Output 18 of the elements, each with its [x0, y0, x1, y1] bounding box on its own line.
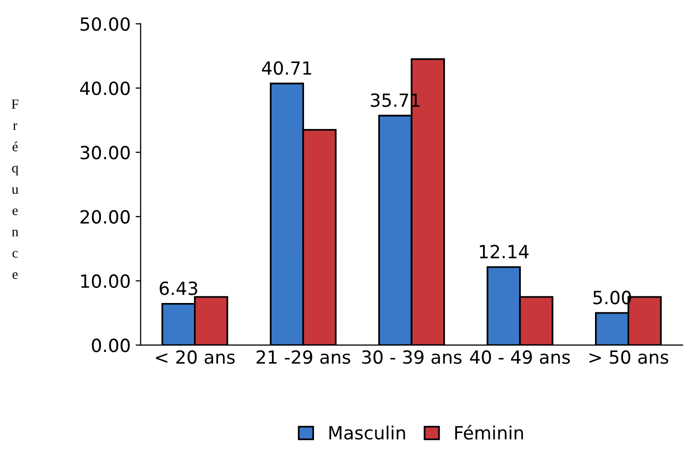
y-tick-label: 40.00: [80, 82, 130, 96]
x-tick-label: 40 - 49 ans: [470, 350, 570, 364]
text: Fréquence: [12, 100, 18, 279]
legend-label: Masculin: [329, 426, 405, 440]
x-tick-label: 30 - 39 ans: [362, 350, 462, 364]
data-label: 5.00: [593, 290, 632, 304]
data-label: 40.71: [262, 61, 312, 75]
data-label: 6.43: [160, 281, 198, 296]
y-tick-label: 30.00: [80, 146, 130, 160]
y-tick-label: 10.00: [81, 274, 130, 288]
x-tick-label: < 20 ans: [156, 350, 235, 364]
x-tick-label: 21 -29 ans: [256, 350, 350, 364]
data-label: 12.14: [480, 244, 529, 258]
y-tick-label: 50.00: [80, 17, 130, 31]
y-tick-label: 0.00: [92, 338, 130, 352]
legend-label: Féminin: [455, 424, 523, 440]
y-tick-label: 20.00: [80, 210, 130, 224]
x-tick-label: > 50 ans: [590, 350, 668, 364]
